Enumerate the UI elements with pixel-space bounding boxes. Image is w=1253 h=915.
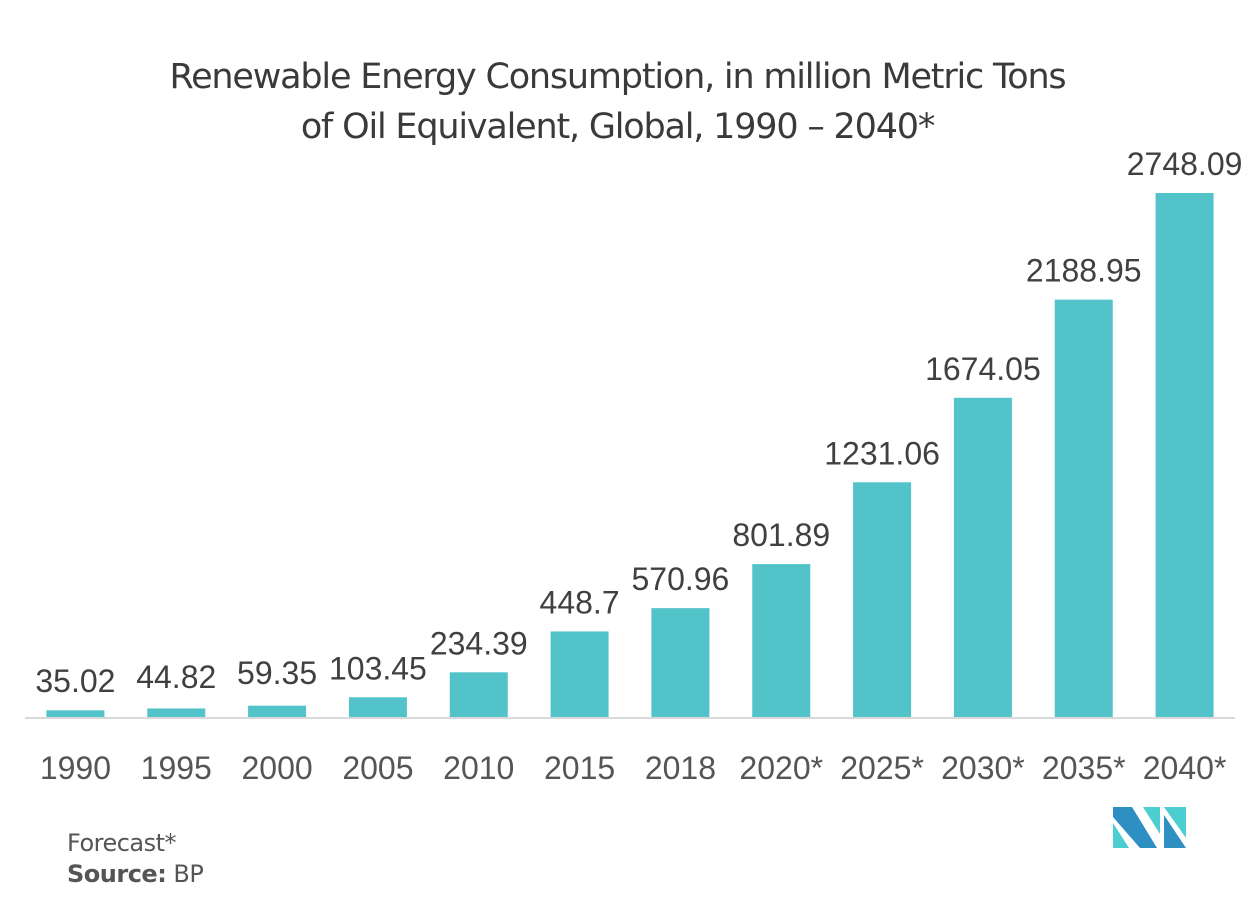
bar-2015	[550, 631, 609, 717]
bar-2005	[348, 697, 407, 717]
bar-2025-forecast	[853, 482, 912, 717]
x-tick-label: 2020*	[739, 750, 823, 786]
x-tick-label: 2030*	[941, 750, 1025, 786]
value-label: 35.02	[35, 663, 115, 699]
bar-2040-forecast	[1155, 193, 1214, 717]
footnote: Forecast* Source: BP	[67, 828, 204, 890]
value-label: 1674.05	[925, 351, 1041, 387]
x-tick-label: 2010	[443, 750, 514, 786]
value-label: 2188.95	[1026, 253, 1142, 289]
x-tick-label: 2018	[645, 750, 716, 786]
mordor-intelligence-logo	[1113, 807, 1186, 848]
forecast-note: Forecast*	[67, 829, 177, 857]
source-label: Source:	[67, 860, 167, 888]
source-value: BP	[166, 860, 204, 888]
x-tick-label: 2035*	[1042, 750, 1126, 786]
bar-2010	[449, 672, 508, 717]
x-tick-label: 2040*	[1143, 750, 1227, 786]
source-note: Source: BP	[67, 859, 204, 890]
value-label: 801.89	[732, 517, 830, 553]
x-tick-label: 2000	[241, 750, 312, 786]
bar-2030-forecast	[953, 397, 1012, 717]
logo-shape-3	[1143, 807, 1160, 834]
bar-1990	[46, 710, 105, 717]
bar-2000	[248, 705, 307, 717]
x-tick-label: 2005	[342, 750, 413, 786]
x-tick-label: 1990	[40, 750, 111, 786]
bar-2035-forecast	[1054, 299, 1113, 717]
x-tick-labels-group: 1990 1995 2000 2005 2010 2015 2018 2020* 2025* 20…	[40, 750, 1227, 786]
chart-title-line-2: of Oil Equivalent, Global, 1990 – 2040*	[300, 107, 935, 147]
logo-shape-1	[1113, 807, 1157, 848]
logo-shape-5	[1164, 815, 1186, 848]
value-label: 234.39	[430, 625, 528, 661]
x-tick-label: 2015	[544, 750, 615, 786]
value-label: 448.7	[540, 584, 620, 620]
value-label: 1231.06	[824, 435, 940, 471]
value-label: 59.35	[237, 655, 317, 691]
bars-group	[46, 193, 1214, 717]
chart-title-line-1: Renewable Energy Consumption, in million…	[169, 57, 1067, 97]
logo-shape-4	[1164, 807, 1186, 838]
value-label: 570.96	[631, 561, 729, 597]
value-label: 44.82	[136, 659, 216, 695]
x-tick-label: 1995	[141, 750, 212, 786]
logo-shape-2	[1113, 823, 1129, 848]
x-tick-label: 2025*	[840, 750, 924, 786]
value-label: 2748.09	[1127, 146, 1243, 182]
value-label: 103.45	[329, 650, 427, 686]
bar-2020-forecast	[752, 564, 811, 717]
bar-1995	[147, 708, 206, 717]
chart-title: Renewable Energy Consumption, in million…	[0, 52, 1235, 152]
bar-2018	[651, 608, 710, 717]
